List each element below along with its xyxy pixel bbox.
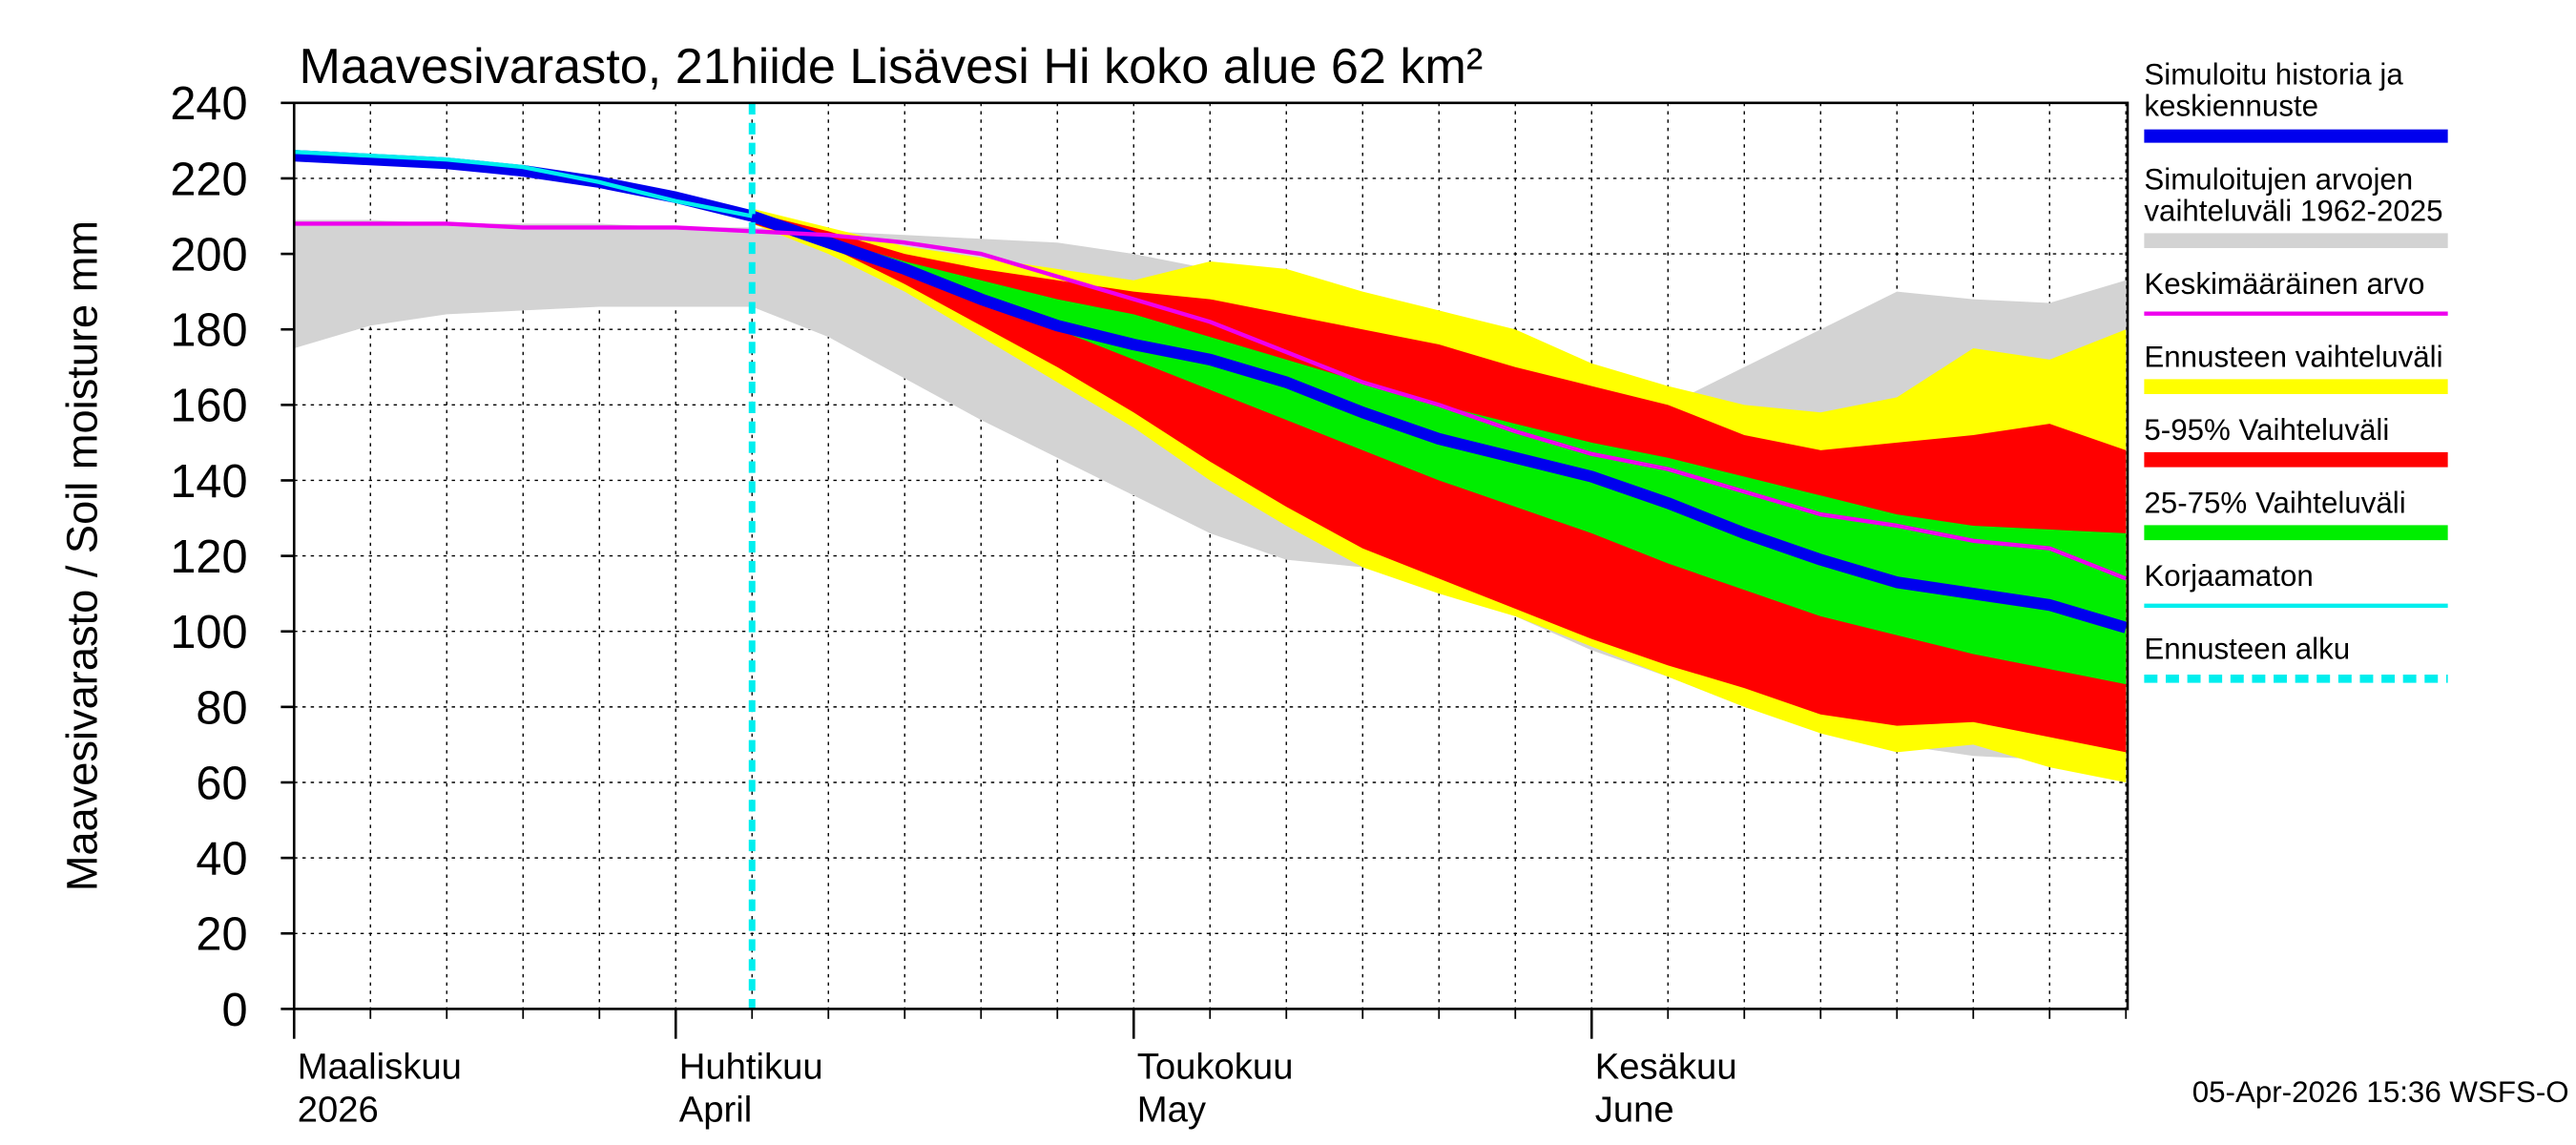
legend-label: 5-95% Vaihteluväli [2144, 413, 2389, 447]
y-tick-label: 40 [196, 834, 247, 885]
x-tick-label: Kesäkuu [1595, 1046, 1737, 1087]
y-tick-label: 200 [170, 229, 247, 281]
legend-label: Korjaamaton [2144, 559, 2313, 593]
legend-label: keskiennuste [2144, 90, 2318, 123]
x-tick-label: 2026 [298, 1090, 379, 1131]
legend-label: vaihteluväli 1962-2025 [2144, 194, 2442, 227]
axes-frame [292, 101, 2129, 1010]
y-tick-label: 240 [170, 78, 247, 130]
x-tick-label: Maaliskuu [298, 1046, 462, 1087]
series-line [294, 221, 2128, 581]
y-tick-label: 0 [221, 985, 247, 1036]
y-tick-label: 160 [170, 381, 247, 432]
series-line [294, 150, 753, 219]
y-axis-label: Maavesivarasto / Soil moisture mm [57, 220, 106, 891]
x-tick-label: Huhtikuu [679, 1046, 823, 1087]
x-tick-label: June [1595, 1090, 1674, 1131]
y-tick-label: 60 [196, 758, 247, 809]
plot-area: 0 20 40 60 80 100 120 140 160 180 200 220 240 Maalisk… [170, 78, 2129, 1131]
y-tick-label: 180 [170, 305, 247, 357]
range-band [752, 212, 2127, 753]
legend-label: Simuloitujen arvojen [2144, 162, 2413, 196]
y-tick-label: 80 [196, 682, 247, 734]
x-tick-label: Toukokuu [1137, 1046, 1294, 1087]
legend-label: 25-75% Vaihteluväli [2144, 486, 2405, 519]
x-tick-label: April [679, 1090, 753, 1131]
legend-label: Ennusteen vaihteluväli [2144, 340, 2442, 373]
x-tick-label: May [1137, 1090, 1207, 1131]
y-tick-label: 20 [196, 909, 247, 961]
y-tick-label: 120 [170, 531, 247, 583]
y-tick-label: 100 [170, 607, 247, 658]
legend-label: Simuloitu historia ja [2144, 58, 2403, 92]
footer: 05-Apr-2026 15:36 WSFS-O [2192, 1075, 2569, 1109]
legend-label: Ennusteen alku [2144, 632, 2350, 665]
legend-label: Keskimääräinen arvo [2144, 267, 2424, 301]
y-tick-label: 140 [170, 456, 247, 508]
y-tick-label: 220 [170, 154, 247, 205]
chart-title: Maavesivarasto, 21hiide Lisävesi Hi koko… [299, 39, 1483, 94]
